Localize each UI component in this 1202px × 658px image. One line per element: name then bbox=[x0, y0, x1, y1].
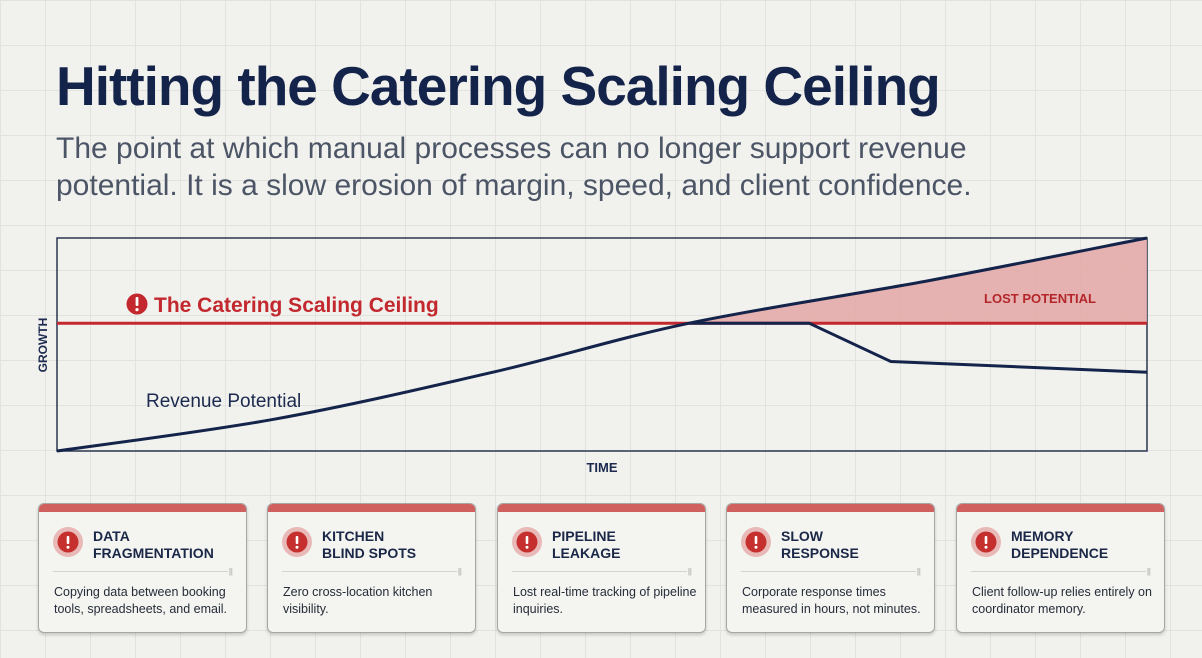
card-title: PIPELINE LEAKAGE bbox=[552, 528, 621, 561]
grip-icon: ||| bbox=[1146, 567, 1151, 576]
card-description: Client follow-up relies entirely on coor… bbox=[972, 585, 1152, 616]
lost-potential-label: LOST POTENTIAL bbox=[984, 291, 1096, 306]
ceiling-label: The Catering Scaling Ceiling bbox=[154, 294, 439, 317]
revenue-potential-label: Revenue Potential bbox=[146, 391, 301, 412]
card-divider bbox=[282, 571, 457, 572]
alert-icon bbox=[512, 527, 542, 557]
plot-frame bbox=[56, 237, 1148, 452]
card-accent-bar bbox=[957, 504, 1164, 512]
card-accent-bar bbox=[498, 504, 705, 512]
card-divider bbox=[971, 571, 1146, 572]
card-title: MEMORY DEPENDENCE bbox=[1011, 528, 1109, 561]
grip-icon: ||| bbox=[687, 567, 692, 576]
card-pipeline-leakage: PIPELINE LEAKAGE ||| Lost real-time trac… bbox=[497, 503, 706, 633]
actual-growth-line bbox=[689, 321, 1148, 374]
grip-icon: ||| bbox=[457, 567, 462, 576]
card-accent-bar bbox=[727, 504, 934, 512]
card-memory-dependence: MEMORY DEPENDENCE ||| Client follow-up r… bbox=[956, 503, 1165, 633]
card-description: Zero cross-location kitchen visibility. bbox=[283, 585, 433, 616]
card-data-fragmentation: DATA FRAGMENTATION ||| Copying data betw… bbox=[38, 503, 247, 633]
card-divider bbox=[741, 571, 916, 572]
page-subtitle: The point at which manual processes can … bbox=[56, 132, 972, 202]
card-title: SLOW RESPONSE bbox=[781, 528, 859, 561]
card-kitchen-blind-spots: KITCHEN BLIND SPOTS ||| Zero cross-locat… bbox=[267, 503, 476, 633]
card-accent-bar bbox=[39, 504, 246, 512]
card-description: Corporate response times measured in hou… bbox=[742, 585, 921, 616]
card-accent-bar bbox=[268, 504, 475, 512]
lost-potential-area bbox=[689, 238, 1147, 324]
ceiling-alert-icon bbox=[126, 293, 148, 315]
card-divider bbox=[53, 571, 228, 572]
grip-icon: ||| bbox=[916, 567, 921, 576]
card-description: Lost real-time tracking of pipeline inqu… bbox=[513, 585, 697, 616]
card-title: DATA FRAGMENTATION bbox=[93, 528, 214, 561]
y-axis-label: GROWTH bbox=[36, 318, 50, 373]
page-title: Hitting the Catering Scaling Ceiling bbox=[56, 55, 941, 117]
alert-icon bbox=[53, 527, 83, 557]
card-title: KITCHEN BLIND SPOTS bbox=[322, 528, 417, 561]
revenue-potential-line bbox=[56, 236, 1148, 453]
card-divider bbox=[512, 571, 687, 572]
alert-icon bbox=[741, 527, 771, 557]
grip-icon: ||| bbox=[228, 567, 233, 576]
alert-icon bbox=[971, 527, 1001, 557]
card-slow-response: SLOW RESPONSE ||| Corporate response tim… bbox=[726, 503, 935, 633]
card-description: Copying data between booking tools, spre… bbox=[54, 585, 228, 616]
x-axis-label: TIME bbox=[586, 460, 617, 475]
alert-icon bbox=[282, 527, 312, 557]
